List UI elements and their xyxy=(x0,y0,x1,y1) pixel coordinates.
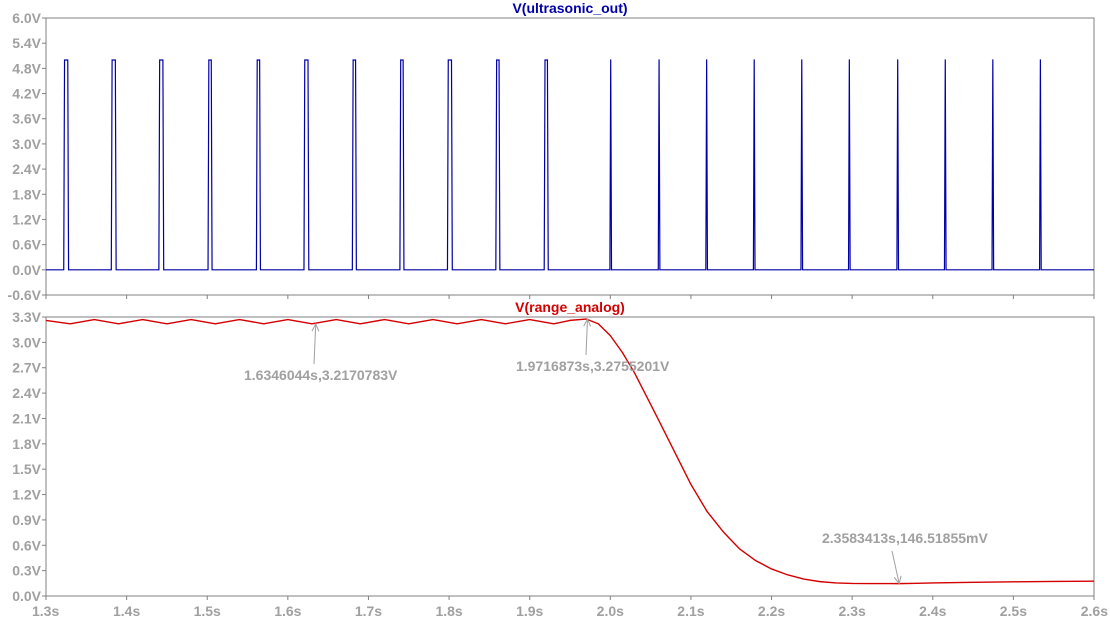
x-tick-label: 2.4s xyxy=(919,603,946,619)
pane-bottom-series xyxy=(45,318,1095,585)
x-tick-label: 1.5s xyxy=(194,603,221,619)
x-tick-label: 2.3s xyxy=(839,603,866,619)
pane-bottom-y-tick-label: 0.6V xyxy=(12,537,41,553)
pane-bottom-y-tick-label: 0.0V xyxy=(12,588,41,604)
cursor-arrowhead xyxy=(893,575,902,585)
pane-bottom-y-tick-label: 1.8V xyxy=(12,436,41,452)
pane-bottom-y-tick-label: 3.3V xyxy=(12,309,41,325)
cursor-leader-line xyxy=(891,550,900,584)
pane-bottom-y-tick-label: 2.1V xyxy=(12,410,41,426)
x-tick-label: 2.1s xyxy=(677,603,704,619)
x-tick-label: 2.5s xyxy=(1000,603,1027,619)
x-tick-label: 1.7s xyxy=(355,603,382,619)
pane-bottom-y-tick-label: 1.5V xyxy=(12,461,41,477)
cursor-label[interactable]: 2.3583413s,146.51855mV xyxy=(822,530,988,546)
pane-top-y-tick-label: 5.4V xyxy=(12,35,41,51)
pane-bottom-y-tick-label: 2.4V xyxy=(12,385,41,401)
pane-top-y-axis: 6.0V 5.4V 4.8V 4.2V 3.6V 3.0V 2.4V 1.8V 1.2V 0.6V… xyxy=(8,10,1095,303)
cursor-arrowhead xyxy=(311,322,320,332)
pane-top-y-tick-label: 3.6V xyxy=(12,111,41,127)
x-tick-label: 1.8s xyxy=(435,603,462,619)
x-tick-label: 2.0s xyxy=(597,603,624,619)
pane-top-y-tick-label: 3.0V xyxy=(12,136,41,152)
pane-top-series xyxy=(46,59,1094,271)
pane-top-y-tick-label: 0.0V xyxy=(12,262,41,278)
cursor-leader-line xyxy=(313,323,317,365)
pane-top-y-tick-label: 1.8V xyxy=(12,186,41,202)
x-tick-label: 1.3s xyxy=(32,603,59,619)
pane-top-frame xyxy=(45,17,1095,296)
series-line-ultrasonic-out[interactable] xyxy=(46,59,1094,271)
pane-top-y-tick-label: 2.4V xyxy=(12,161,41,177)
pane-top-title[interactable]: V(ultrasonic_out) xyxy=(512,0,627,16)
series-line-range-analog[interactable] xyxy=(45,318,1095,585)
cursor-leader-line xyxy=(585,319,588,356)
pane-top-y-tick-label: -0.6V xyxy=(8,287,42,303)
x-axis: 1.3s 1.4s 1.5s 1.6s 1.7s 1.8s 1.9s 2.0s 2.1s 2.2s… xyxy=(32,596,1108,619)
x-tick-label: 1.9s xyxy=(516,603,543,619)
x-tick-label: 1.4s xyxy=(113,603,140,619)
cursor-arrowhead xyxy=(583,317,592,327)
x-tick-label: 2.6s xyxy=(1081,603,1108,619)
pane-bottom-y-tick-label: 0.3V xyxy=(12,563,41,579)
pane-bottom-y-tick-label: 2.7V xyxy=(12,360,41,376)
cursor-label[interactable]: 1.6346044s,3.2170783V xyxy=(244,367,398,383)
pane-top-y-tick-label: 4.2V xyxy=(12,86,41,102)
cursor-annotations: 1.6346044s,3.2170783V 1.9716873s,3.275520… xyxy=(244,317,988,585)
pane-bottom-y-tick-label: 1.2V xyxy=(12,487,41,503)
pane-bottom-frame xyxy=(45,316,1095,597)
pane-bottom-y-tick-label: 3.0V xyxy=(12,334,41,350)
pane-top-y-tick-label: 1.2V xyxy=(12,211,41,227)
pane-bottom-y-axis: 3.3V 3.0V 2.7V 2.4V 2.1V 1.8V 1.5V 1.2V 0.9V 0.6V… xyxy=(12,309,46,604)
pane-range-analog: V(range_analog) 3.3V 3.0V 2.7V 2.4V 2.1V 1.8V… xyxy=(12,299,1108,619)
x-tick-label: 2.2s xyxy=(758,603,785,619)
pane-bottom-y-tick-label: 0.9V xyxy=(12,512,41,528)
pane-top-y-tick-label: 6.0V xyxy=(12,10,41,26)
pane-top-y-tick-label: 4.8V xyxy=(12,60,41,76)
cursor-label[interactable]: 1.9716873s,3.2755201V xyxy=(516,358,670,374)
pane-top-y-tick-label: 0.6V xyxy=(12,237,41,253)
pane-bottom-title[interactable]: V(range_analog) xyxy=(515,299,625,315)
pane-ultrasonic-out: V(ultrasonic_out) 6.0V 5.4V 4.8V 4.2V 3.6V 3.… xyxy=(8,0,1095,303)
x-tick-label: 1.6s xyxy=(274,603,301,619)
